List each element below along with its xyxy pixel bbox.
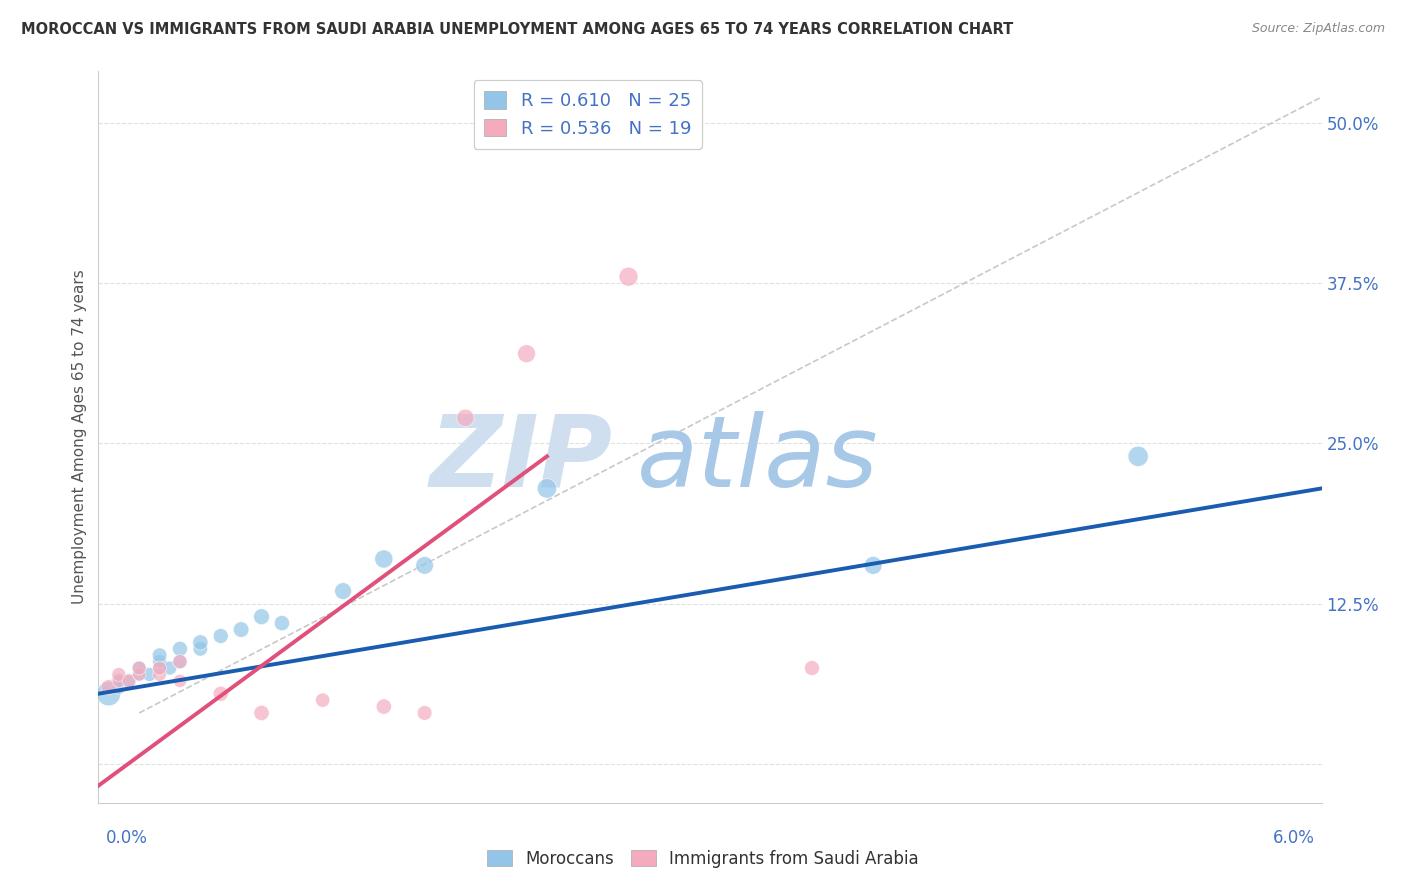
- Point: [128, 661, 150, 675]
- Text: atlas: atlas: [637, 410, 879, 508]
- Point: [97, 687, 120, 701]
- Point: [188, 635, 212, 649]
- Point: [516, 346, 538, 360]
- Point: [118, 673, 141, 688]
- Point: [128, 667, 150, 681]
- Point: [169, 641, 191, 656]
- Point: [169, 673, 191, 688]
- Point: [128, 667, 150, 681]
- Point: [413, 558, 436, 573]
- Legend: Moroccans, Immigrants from Saudi Arabia: Moroccans, Immigrants from Saudi Arabia: [481, 844, 925, 875]
- Point: [862, 558, 884, 573]
- Point: [188, 641, 212, 656]
- Point: [169, 655, 191, 669]
- Point: [108, 667, 131, 681]
- Point: [250, 609, 273, 624]
- Point: [1128, 450, 1150, 464]
- Y-axis label: Unemployment Among Ages 65 to 74 years: Unemployment Among Ages 65 to 74 years: [72, 269, 87, 605]
- Point: [138, 667, 160, 681]
- Text: 6.0%: 6.0%: [1272, 829, 1315, 847]
- Point: [270, 616, 292, 631]
- Point: [108, 681, 131, 695]
- Point: [149, 661, 172, 675]
- Text: MOROCCAN VS IMMIGRANTS FROM SAUDI ARABIA UNEMPLOYMENT AMONG AGES 65 TO 74 YEARS : MOROCCAN VS IMMIGRANTS FROM SAUDI ARABIA…: [21, 22, 1014, 37]
- Point: [801, 661, 824, 675]
- Point: [373, 699, 395, 714]
- Point: [209, 687, 232, 701]
- Point: [454, 410, 477, 425]
- Point: [118, 673, 141, 688]
- Point: [159, 661, 181, 675]
- Text: Source: ZipAtlas.com: Source: ZipAtlas.com: [1251, 22, 1385, 36]
- Point: [250, 706, 273, 720]
- Point: [332, 584, 354, 599]
- Point: [231, 623, 253, 637]
- Point: [108, 673, 131, 688]
- Point: [536, 482, 558, 496]
- Legend: R = 0.610   N = 25, R = 0.536   N = 19: R = 0.610 N = 25, R = 0.536 N = 19: [474, 80, 702, 149]
- Point: [373, 552, 395, 566]
- Point: [108, 673, 131, 688]
- Point: [149, 655, 172, 669]
- Text: 0.0%: 0.0%: [105, 829, 148, 847]
- Point: [169, 655, 191, 669]
- Point: [149, 661, 172, 675]
- Point: [311, 693, 335, 707]
- Point: [209, 629, 232, 643]
- Point: [413, 706, 436, 720]
- Point: [149, 648, 172, 663]
- Point: [97, 681, 120, 695]
- Point: [149, 667, 172, 681]
- Point: [128, 661, 150, 675]
- Point: [617, 269, 640, 284]
- Text: ZIP: ZIP: [429, 410, 612, 508]
